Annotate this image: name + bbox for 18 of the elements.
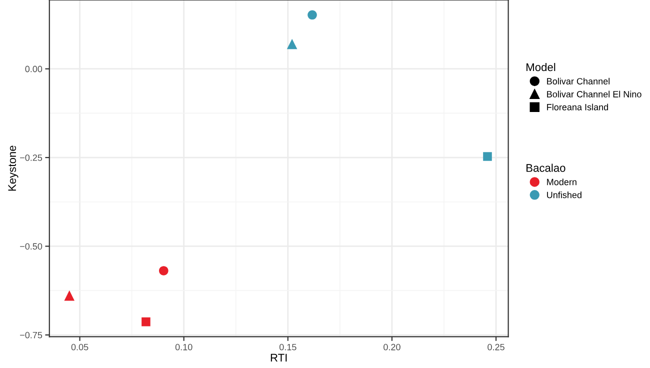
- legend-label: Modern: [547, 178, 576, 186]
- text: Bolivar Channel: [547, 78, 610, 84]
- y-tick-label: −0.75: [20, 332, 42, 338]
- y-tick-label: 0.00: [25, 66, 42, 72]
- y-axis-title: Keystone: [8, 146, 18, 191]
- x-tick-label: 0.20: [384, 344, 400, 350]
- x-tick-label: 0.05: [71, 344, 88, 350]
- text: Bacalao: [526, 164, 566, 172]
- y-tick-label: −0.25: [20, 154, 42, 161]
- y-tick-label: −0.50: [20, 243, 42, 250]
- text: Floreana Island: [547, 104, 608, 110]
- text: Bolivar Channel El Nino: [547, 90, 642, 98]
- legend-label: Unfished: [547, 192, 582, 198]
- x-tick-label: 0.15: [279, 344, 296, 350]
- x-tick-label: 0.10: [175, 344, 192, 350]
- text: Model: [526, 62, 556, 72]
- x-axis-title: RTI: [270, 354, 287, 362]
- x-tick-label: 0.25: [488, 344, 504, 350]
